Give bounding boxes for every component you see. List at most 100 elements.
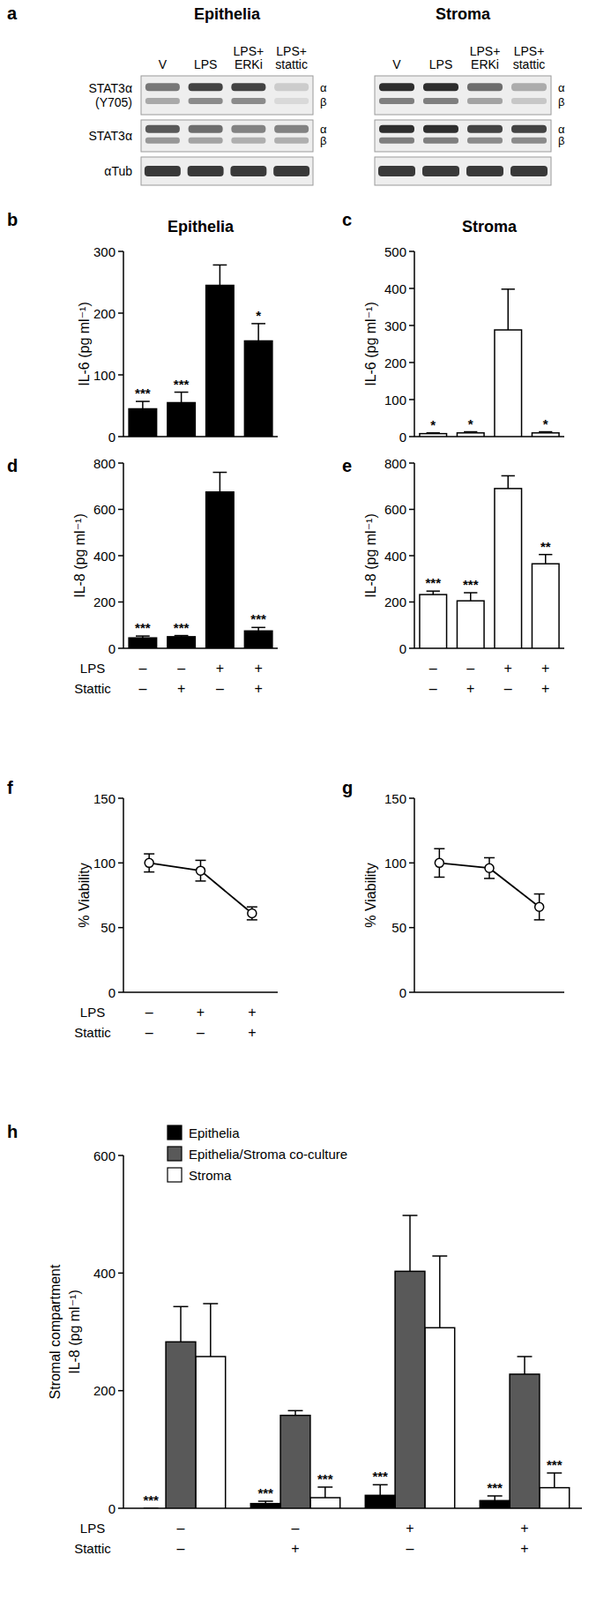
isoform-label: β: [320, 95, 327, 109]
y-tick: [409, 435, 415, 438]
panel-letter: d: [7, 455, 18, 476]
bar: [128, 637, 157, 649]
significance: ***: [134, 385, 151, 401]
band: [379, 137, 415, 144]
chart-title: Stroma: [461, 217, 518, 236]
significance: ***: [142, 1491, 159, 1507]
y-tick: [409, 991, 415, 993]
x-row-label: –: [177, 1540, 186, 1556]
band: [144, 165, 181, 177]
x-row-label: +: [196, 1004, 205, 1020]
error-bar: [517, 1356, 533, 1374]
y-tick-label: 600: [93, 1147, 116, 1163]
error-bar: [246, 906, 258, 920]
error-cap: [246, 905, 258, 908]
error-bar: [143, 853, 155, 872]
error-stem: [379, 1483, 381, 1495]
band: [467, 82, 503, 91]
bar: [456, 432, 485, 437]
error-cap: [501, 475, 515, 477]
error-bar: [195, 859, 207, 880]
plot-area: [143, 853, 258, 920]
x-row-label: –: [177, 1520, 186, 1535]
significance: ***: [134, 619, 151, 635]
band: [188, 97, 224, 105]
y-tick: [409, 361, 415, 364]
y-axis: [413, 797, 416, 992]
y-axis: [122, 251, 125, 437]
x-row-label: +: [541, 680, 550, 696]
y-tick: [118, 461, 124, 464]
x-row-label: +: [253, 660, 262, 676]
y-tick-label: 600: [93, 501, 116, 517]
isoform-label: β: [558, 134, 565, 148]
error-cap: [195, 859, 207, 862]
row-label-line: αTub: [104, 163, 133, 179]
bar: [206, 491, 235, 649]
y-tick: [118, 312, 124, 314]
error-cap: [484, 877, 495, 880]
lane-label-line: ERKi: [234, 57, 263, 72]
band: [188, 82, 224, 91]
error-bar: [534, 894, 545, 920]
error-cap: [433, 847, 445, 850]
x-row-label: +: [253, 680, 262, 696]
lane-label: LPS: [429, 57, 453, 72]
x-row-label: –: [145, 1024, 154, 1040]
lane-label-line: LPS+: [469, 44, 501, 59]
error-cap: [534, 918, 545, 921]
panel-letter: g: [342, 777, 353, 798]
error-cap: [251, 322, 266, 325]
error-stem: [553, 1472, 556, 1488]
error-cap: [246, 918, 258, 921]
y-tick: [118, 250, 124, 253]
y-axis-label: % Viability: [363, 862, 379, 928]
y-axis-label: % Viability: [76, 862, 92, 928]
error-stem: [544, 554, 547, 565]
y-tick-label: 50: [100, 919, 116, 935]
y-tick-label: 150: [93, 790, 116, 806]
bar: [509, 1373, 540, 1508]
error-cap: [317, 1485, 333, 1488]
y-tick-label: 400: [384, 281, 407, 297]
y-tick: [409, 324, 415, 327]
y-axis: [413, 251, 416, 437]
plot-area: [419, 475, 559, 649]
row-label: STAT3α(Y705): [88, 81, 133, 110]
bar: [244, 341, 273, 438]
band: [145, 82, 180, 91]
bar: [419, 594, 448, 649]
band: [274, 125, 309, 134]
x-row-name: LPS: [80, 1520, 105, 1535]
error-cap: [143, 1506, 159, 1508]
x-row-label: –: [145, 1004, 154, 1020]
error-cap: [426, 589, 440, 592]
error-bar: [143, 1507, 159, 1509]
error-stem: [439, 1255, 441, 1327]
y-tick: [409, 647, 415, 649]
chart-title: Epithelia: [167, 217, 235, 236]
error-bar: [372, 1483, 388, 1495]
y-tick: [118, 373, 124, 376]
y-tick-label: 400: [384, 548, 407, 564]
x-row-name: Stattic: [74, 1540, 112, 1556]
blot-strip: [374, 156, 552, 186]
y-tick-label: 600: [384, 501, 407, 517]
error-cap: [426, 432, 440, 434]
y-tick: [118, 926, 124, 929]
band: [379, 125, 415, 134]
x-row-name: Stattic: [74, 1024, 112, 1040]
lane-label: LPS+stattic: [275, 44, 308, 72]
error-bar: [501, 475, 515, 488]
error-cap: [463, 591, 477, 594]
y-tick: [409, 862, 415, 865]
panel-letter: h: [7, 1121, 18, 1141]
band: [511, 82, 547, 91]
error-cap: [143, 871, 155, 873]
y-tick: [118, 508, 124, 511]
y-tick: [409, 601, 415, 604]
significance: ***: [486, 1479, 503, 1495]
lane-label-line: LPS: [429, 57, 453, 72]
figure: aEpitheliaVLPSLPS+ERKiLPS+statticαβSTAT3…: [0, 0, 611, 1600]
y-tick-label: 0: [108, 1500, 116, 1516]
